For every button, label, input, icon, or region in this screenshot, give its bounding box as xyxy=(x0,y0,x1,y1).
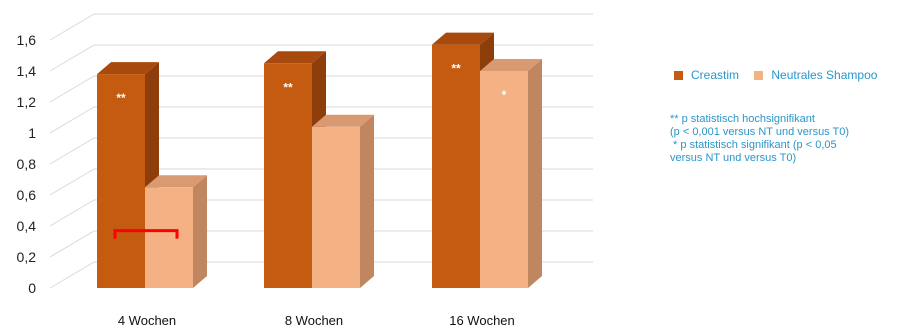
bar-side-neutrales-shampoo xyxy=(193,175,207,288)
note-line: ** p statistisch hochsignifikant xyxy=(670,113,815,125)
note-line: (p < 0,001 versus NT und versus T0) xyxy=(670,126,850,138)
x-axis-ticks: 4 Wochen 8 Wochen 16 Wochen xyxy=(118,313,515,328)
bar-top-neutrales-shampoo xyxy=(312,114,374,127)
data-label: ** xyxy=(116,91,126,105)
significance-bracket xyxy=(113,229,179,239)
bar-top-creastim xyxy=(264,51,326,64)
legend-label-creastim: Creastim xyxy=(691,68,740,82)
legend-swatch-neutrales-shampoo xyxy=(754,70,764,80)
y-tick-label: 1,2 xyxy=(17,94,37,110)
bar-creastim xyxy=(264,63,312,288)
gridline-diagonal xyxy=(49,106,95,134)
note-line: versus NT und versus T0) xyxy=(670,152,797,164)
bar-chart: 00,20,40,60,811,21,41,6 ******* 4 Wochen… xyxy=(17,13,593,328)
significance-notes: ** p statistisch hochsignifikant (p < 0,… xyxy=(670,113,910,165)
bar-side-neutrales-shampoo xyxy=(360,114,374,288)
data-label: ** xyxy=(451,62,461,76)
bar-top-neutrales-shampoo xyxy=(145,175,207,188)
gridline-diagonal xyxy=(49,230,95,258)
bar-creastim xyxy=(97,74,145,288)
y-tick-label: 1,4 xyxy=(17,63,37,79)
bar-top-creastim xyxy=(97,62,159,75)
legend-swatch-creastim xyxy=(674,70,683,80)
x-tick-label: 16 Wochen xyxy=(449,313,515,328)
y-axis-ticks: 0 0,2 0,4 0,6 0,8 1 1,2 1,4 1,6 xyxy=(17,32,37,296)
chart-legend: Creastim Neutrales Shampoo xyxy=(674,68,889,83)
x-tick-label: 4 Wochen xyxy=(118,313,176,328)
bar-top-creastim xyxy=(432,32,494,45)
gridline-diagonal xyxy=(49,199,95,227)
y-tick-label: 0,4 xyxy=(17,218,37,234)
bar-neutrales-shampoo xyxy=(312,126,360,288)
y-tick-label: 1,6 xyxy=(17,32,37,48)
gridline-diagonal xyxy=(49,261,95,289)
y-tick-label: 0,8 xyxy=(17,156,37,172)
legend-item-creastim: Creastim xyxy=(674,68,739,82)
data-label: ** xyxy=(283,80,293,94)
gridline-diagonal xyxy=(49,168,95,196)
chart-annotation xyxy=(113,229,179,239)
gridline-diagonal xyxy=(49,137,95,165)
y-tick-label: 0,6 xyxy=(17,187,37,203)
bar-side-neutrales-shampoo xyxy=(528,59,542,288)
x-tick-label: 8 Wochen xyxy=(285,313,343,328)
bar-neutrales-shampoo xyxy=(145,187,193,288)
legend-label-neutrales-shampoo: Neutrales Shampoo xyxy=(771,68,878,82)
gridline-diagonal xyxy=(49,13,95,41)
legend-item-neutrales-shampoo: Neutrales Shampoo xyxy=(754,68,877,82)
note-line: * p statistisch signifikant (p < 0,05 xyxy=(670,139,837,151)
data-label: * xyxy=(502,88,507,102)
bar-neutrales-shampoo xyxy=(480,71,528,288)
y-tick-label: 1 xyxy=(28,125,36,141)
bar-top-neutrales-shampoo xyxy=(480,59,542,71)
gridline-diagonal xyxy=(49,75,95,103)
y-tick-label: 0 xyxy=(28,280,36,296)
bar-creastim xyxy=(432,44,480,289)
chart-bars: ******* xyxy=(97,32,542,289)
gridline-diagonal xyxy=(49,44,95,72)
y-tick-label: 0,2 xyxy=(17,249,37,265)
